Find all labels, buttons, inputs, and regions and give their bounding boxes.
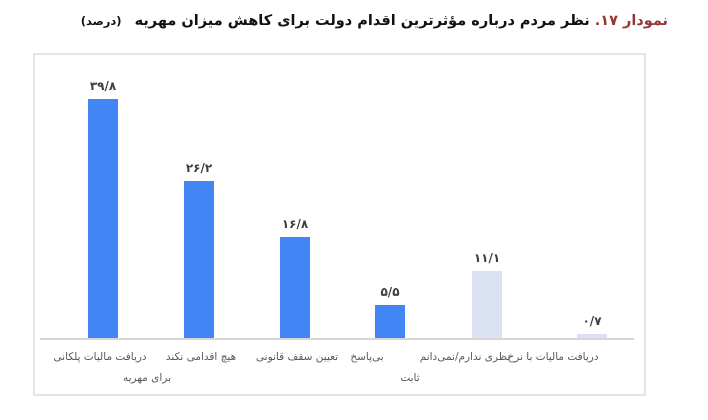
value-label-1: ۳۹/۸ bbox=[89, 79, 117, 93]
chart-title-text: نظر مردم درباره مؤثرترین اقدام دولت برای… bbox=[134, 13, 590, 29]
bar-4 bbox=[375, 305, 405, 338]
axis-label-fragment-3: تعیین سقف قانونی bbox=[255, 351, 339, 363]
chart-title-unit: (درصد) bbox=[80, 14, 122, 28]
plot-area bbox=[33, 53, 646, 396]
value-label-5: ۱۱/۱ bbox=[473, 251, 501, 265]
axis-label-fragment-5: نظری ندارم/نمی‌دانم bbox=[419, 351, 511, 363]
x-axis-line bbox=[40, 338, 634, 340]
value-label-6: ۰/۷ bbox=[582, 314, 602, 328]
axis-label-fragment-1: دریافت مالیات پلکانی bbox=[53, 351, 147, 363]
axis-label-fragment-6: دریافت مالیات با نرخ bbox=[507, 351, 599, 363]
axis-label-fragment-8: ثابت bbox=[400, 372, 420, 384]
chart-title-number: نمودار ۱۷. bbox=[594, 13, 668, 29]
axis-label-fragment-7: برای مهریه bbox=[123, 372, 171, 384]
bar-2 bbox=[184, 181, 214, 338]
bar-1 bbox=[88, 99, 118, 338]
value-label-3: ۱۶/۸ bbox=[281, 217, 309, 231]
bar-3 bbox=[280, 237, 310, 338]
chart-title: نمودار ۱۷. نظر مردم درباره مؤثرترین اقدا… bbox=[30, 13, 668, 29]
bar-6 bbox=[577, 334, 607, 338]
value-label-2: ۲۶/۲ bbox=[185, 161, 213, 175]
axis-label-fragment-4: بی‌پاسخ bbox=[350, 351, 384, 363]
axis-label-fragment-2: هیچ اقدامی نکند bbox=[165, 351, 237, 363]
value-label-4: ۵/۵ bbox=[380, 285, 400, 299]
bar-5 bbox=[472, 271, 502, 338]
